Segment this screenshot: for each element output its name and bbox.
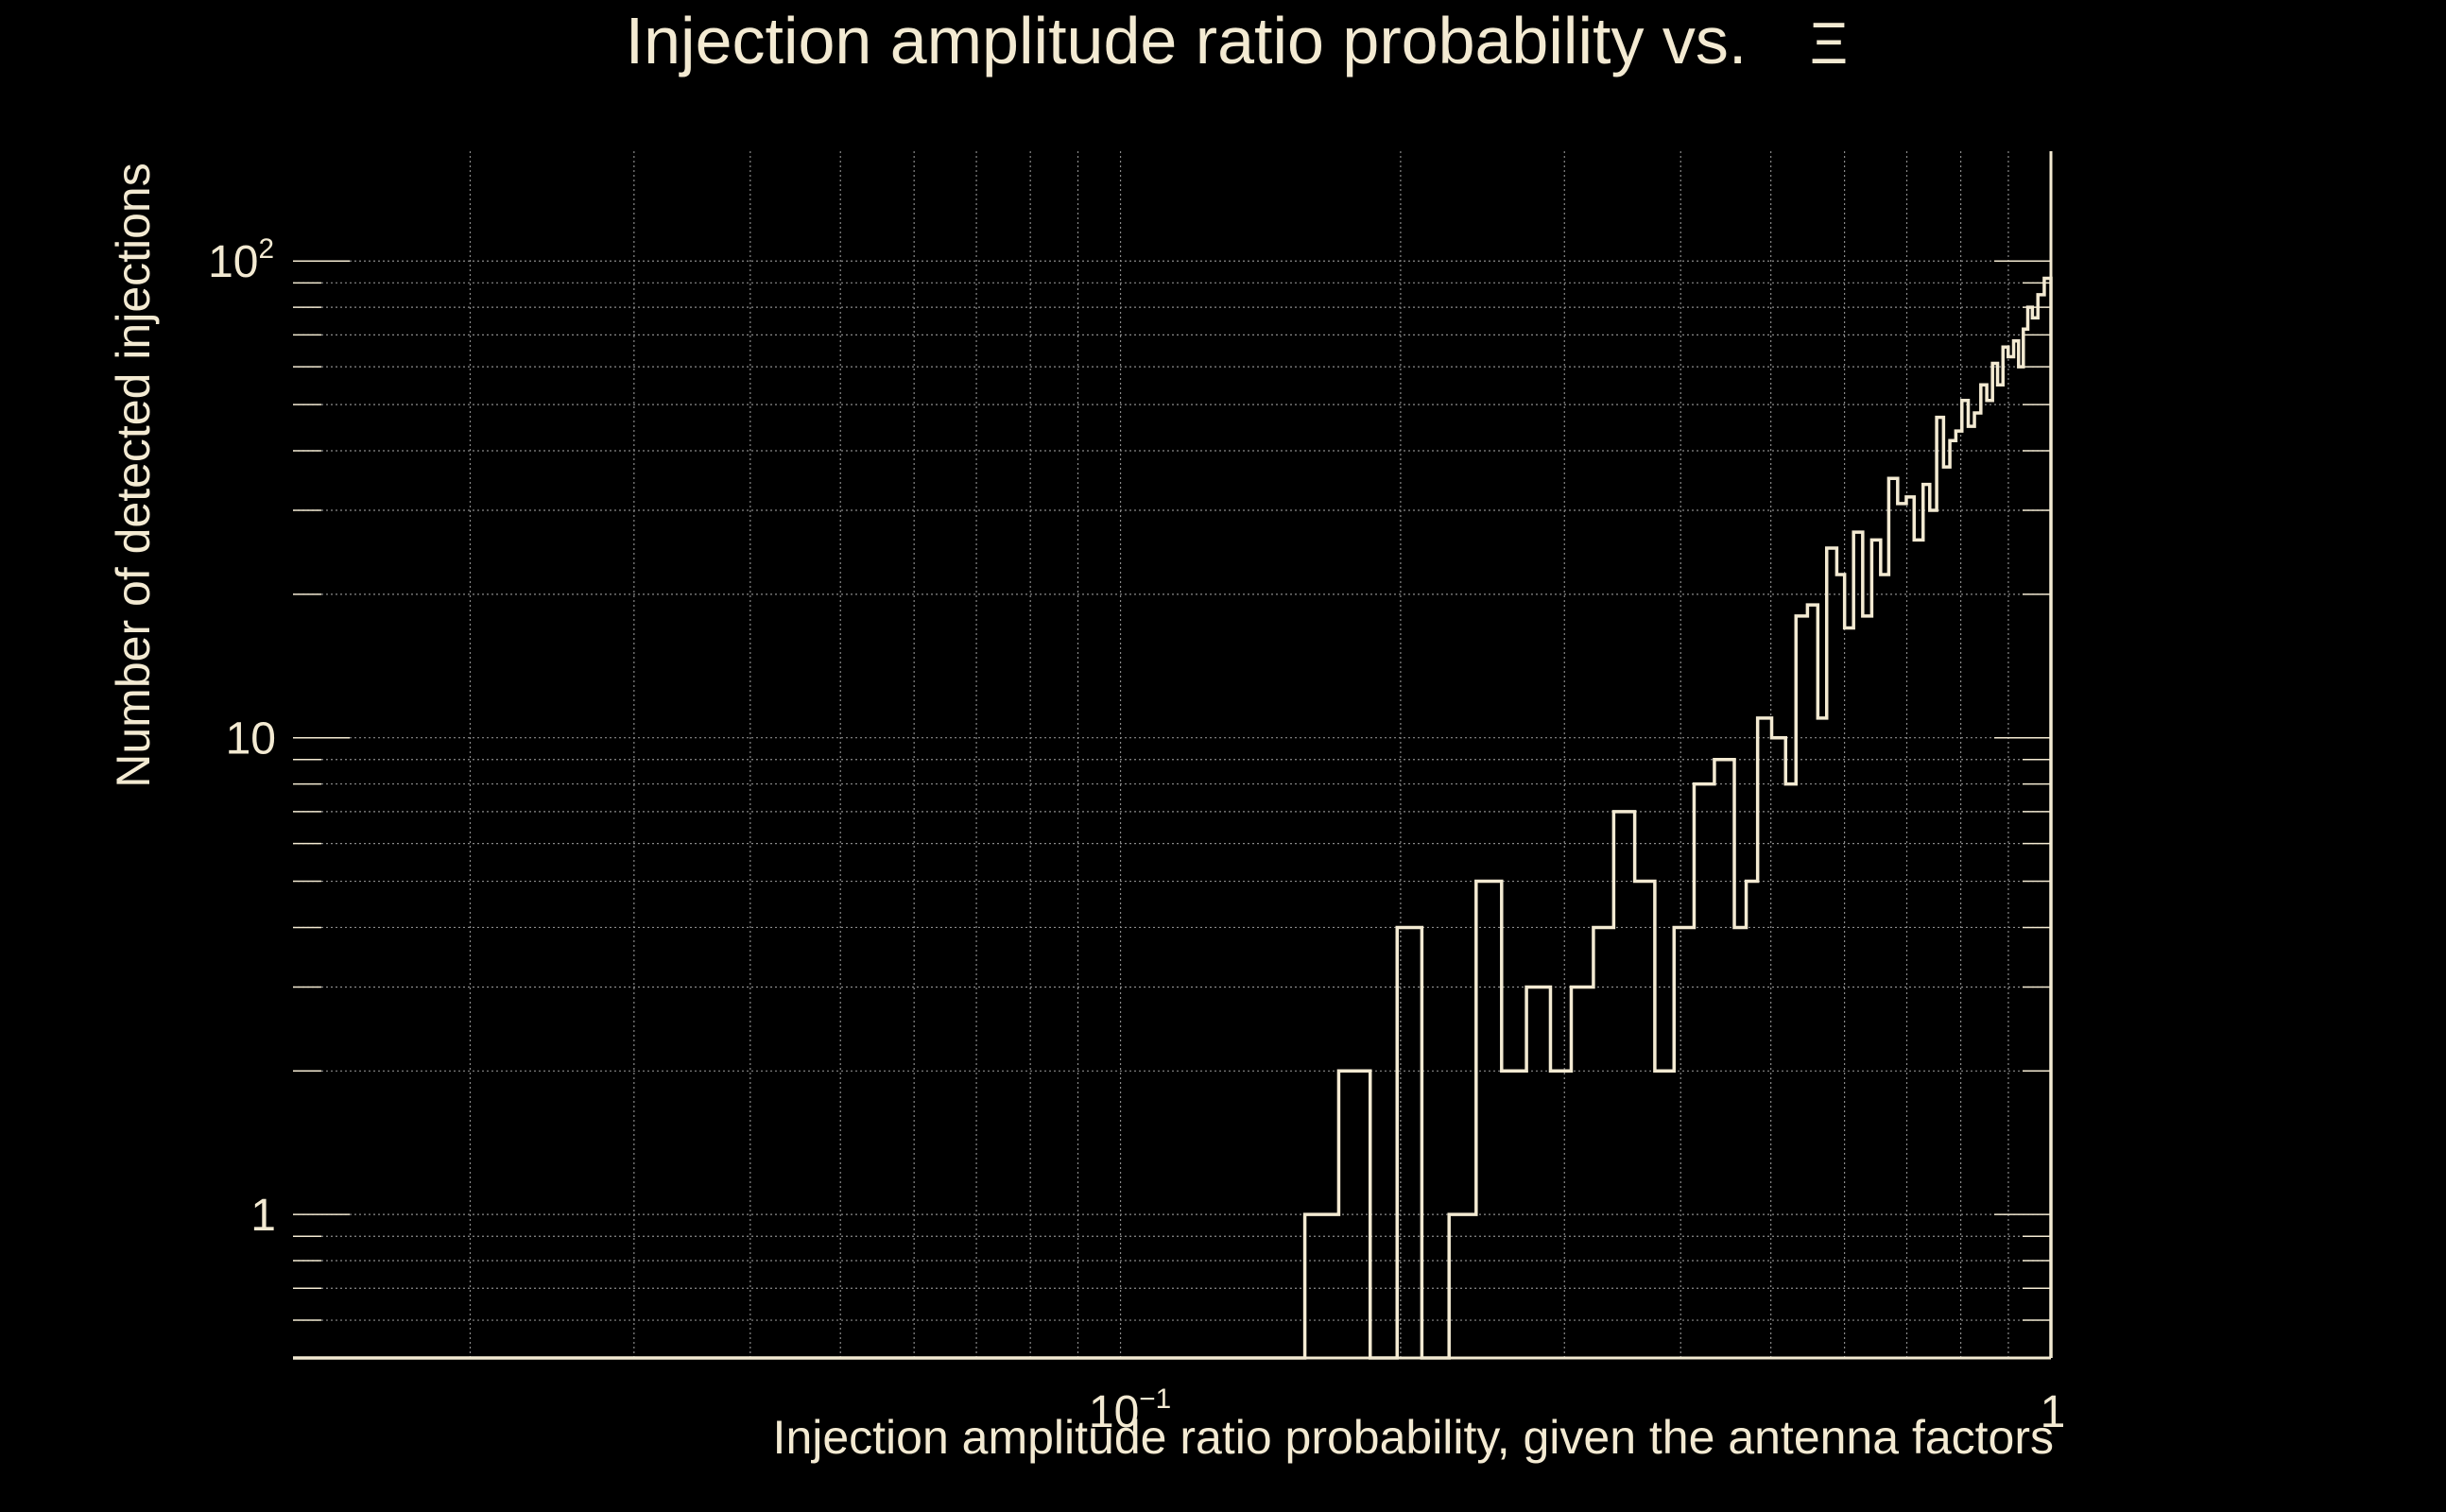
- y-tick-label: 10: [226, 714, 276, 765]
- histogram-series: [293, 276, 2053, 1360]
- axis-ticks: [293, 260, 2051, 1321]
- tick-labels: 1 10 102 10−1 1: [208, 233, 2065, 1437]
- axes-frame: [293, 151, 2053, 1360]
- y-tick-label: 102: [208, 233, 274, 287]
- chart-title-symbol: Ξ: [1810, 11, 1848, 77]
- y-tick-label: 1: [250, 1191, 276, 1241]
- y-axis-label: Number of detected injections: [107, 163, 160, 787]
- x-axis-label: Injection amplitude ratio probability, g…: [773, 1411, 2054, 1464]
- x-tick-label: 1: [2041, 1387, 2066, 1437]
- chart-title: Injection amplitude ratio probability vs…: [626, 4, 1748, 77]
- x-tick-label: 10−1: [1089, 1383, 1171, 1437]
